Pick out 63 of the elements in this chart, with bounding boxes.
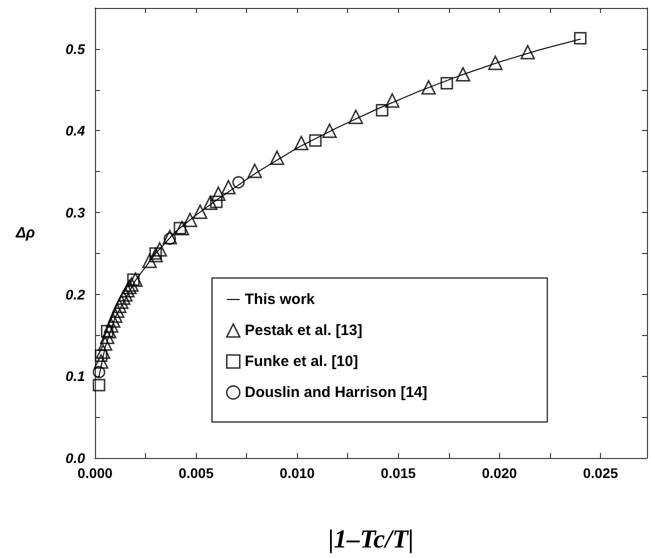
point: [174, 222, 186, 234]
point: [348, 110, 364, 124]
point: [100, 324, 114, 338]
point: [116, 290, 131, 305]
point: [440, 77, 454, 90]
point: [106, 313, 120, 328]
point: [294, 136, 308, 150]
point: [118, 287, 133, 302]
x-tick-label: 0.025: [582, 465, 618, 481]
x-tick-label: 0.005: [178, 465, 214, 481]
point: [102, 324, 116, 338]
legend-label: This work: [244, 291, 316, 308]
point: [92, 378, 106, 392]
point: [221, 180, 236, 194]
legend-label: Douslin and Harrison [14]: [244, 384, 428, 401]
point: [210, 196, 223, 208]
point: [96, 344, 110, 359]
y-tick-label: 0.2: [66, 286, 86, 302]
x-tick-label: 0.015: [380, 465, 416, 481]
point: [100, 330, 114, 344]
x-tick-label: 0.000: [77, 465, 113, 481]
legend-label: Pestak et al. [13]: [244, 322, 362, 339]
point: [322, 123, 337, 138]
y-tick-label: 0.1: [66, 368, 86, 384]
point: [182, 212, 198, 228]
point: [127, 273, 140, 286]
point: [114, 294, 129, 309]
y-tick-label: 0.5: [66, 40, 86, 57]
point: [108, 308, 122, 323]
point: [232, 176, 245, 189]
point: [128, 272, 143, 287]
point: [192, 204, 208, 219]
y-tick-label: 0.4: [66, 122, 86, 139]
x-tick-label: 0.020: [482, 465, 518, 481]
point: [211, 186, 226, 201]
point: [421, 80, 436, 95]
y-tick-label: 0.3: [66, 204, 86, 221]
point: [110, 303, 124, 318]
point: [104, 318, 118, 333]
point: [174, 220, 190, 236]
point: [456, 67, 470, 82]
point: [488, 56, 503, 70]
point: [574, 32, 587, 45]
point: [120, 283, 135, 298]
x-axis-title: |1–Tc/T|: [328, 524, 414, 554]
y-tick-label: 0.0: [66, 450, 86, 466]
point: [520, 44, 535, 60]
point: [152, 242, 167, 257]
point: [98, 336, 112, 351]
point: [112, 298, 127, 314]
point: [203, 195, 218, 210]
point: [92, 366, 106, 378]
point: [270, 150, 284, 165]
legend-label: Funke et al. [10]: [244, 353, 358, 370]
y-axis-title: Δρ: [14, 224, 35, 242]
point: [142, 254, 157, 268]
point: [376, 104, 388, 117]
point: [247, 164, 262, 178]
point: [309, 134, 322, 147]
x-tick-label: 0.010: [280, 465, 315, 481]
point: [384, 93, 400, 108]
point: [94, 354, 108, 369]
point: [94, 349, 108, 362]
